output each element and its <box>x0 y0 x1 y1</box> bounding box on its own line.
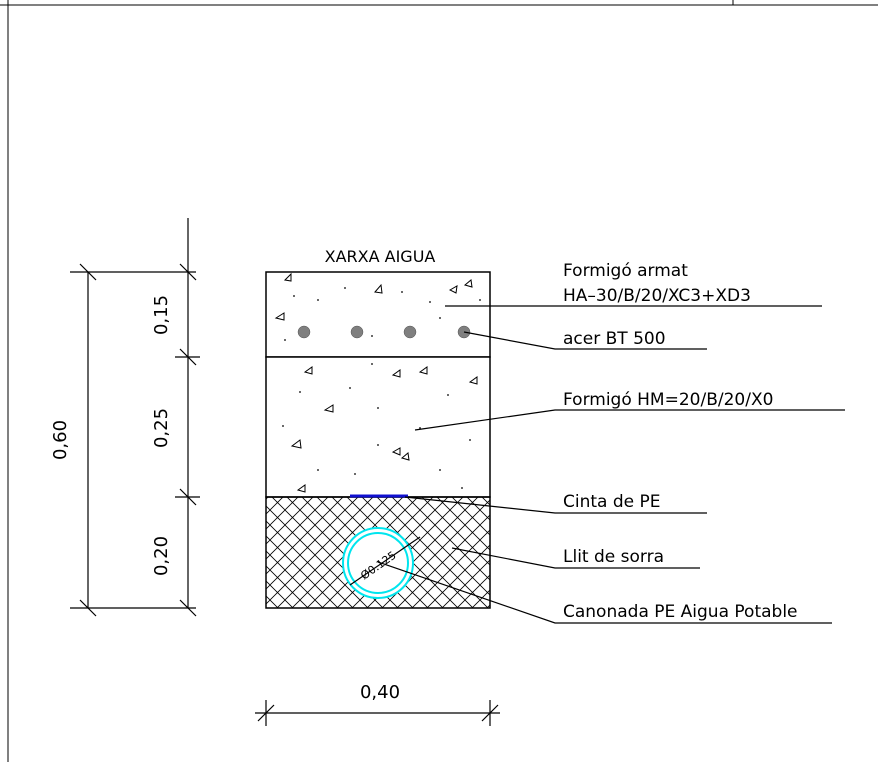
pipe-callout: Canonada PE Aigua Potable <box>563 602 798 622</box>
rebar-bar <box>350 325 364 339</box>
reinforced-concrete-layer <box>265 271 491 358</box>
width-dimension <box>255 700 500 726</box>
leader-lines <box>377 305 845 624</box>
layer-bottom-height-label: 0,20 <box>151 536 172 576</box>
rebar-bar <box>297 325 311 339</box>
sand-bed-callout: Llit de sorra <box>563 547 664 567</box>
reinforced-concrete-spec-callout: HA–30/B/20/XC3+XD3 <box>563 286 751 306</box>
reinforced-concrete-callout: Formigó armat <box>563 261 688 281</box>
total-height-dimension <box>70 263 196 617</box>
water-pipe <box>342 527 414 599</box>
mass-concrete-layer <box>265 356 491 498</box>
steel-callout: acer BT 500 <box>563 329 666 349</box>
layer-middle-height-label: 0,25 <box>151 408 172 448</box>
concrete-dots <box>282 287 481 489</box>
total-height-label: 0,60 <box>50 420 71 460</box>
rebar-bars <box>297 325 471 339</box>
section-title: XARXA AIGUA <box>325 247 436 266</box>
rebar-bar <box>403 325 417 339</box>
width-label: 0,40 <box>360 682 400 703</box>
concrete-aggregate-marks <box>274 272 478 493</box>
mass-concrete-callout: Formigó HM=20/B/20/X0 <box>563 390 773 410</box>
layer-height-dimension <box>175 218 200 617</box>
layer-top-height-label: 0,15 <box>151 295 172 335</box>
tape-callout: Cinta de PE <box>563 492 661 512</box>
pipe-diameter-line <box>349 536 421 586</box>
